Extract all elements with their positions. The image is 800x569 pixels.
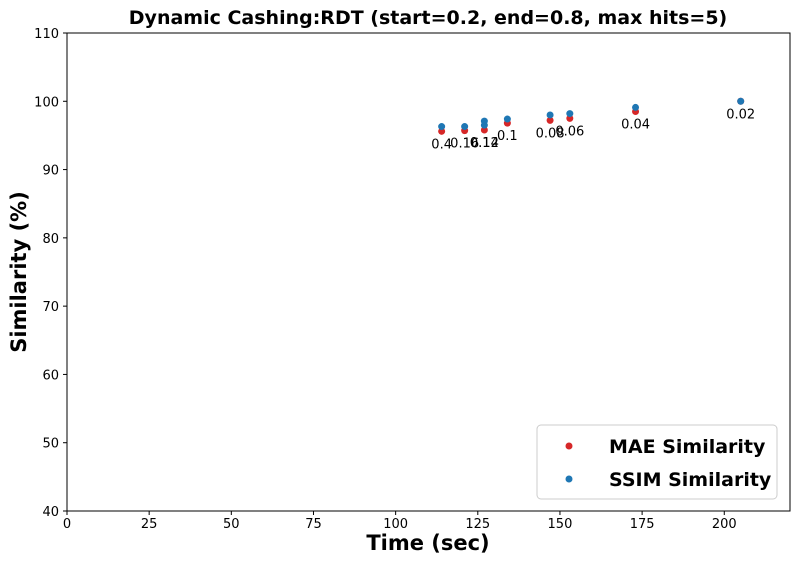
ssim-point [546, 111, 554, 119]
y-tick-label: 70 [42, 300, 59, 315]
chart-title: Dynamic Cashing:RDT (start=0.2, end=0.8,… [129, 7, 727, 29]
point-annotation: 0.02 [726, 107, 755, 122]
ssim-point [503, 115, 511, 123]
y-tick-label: 100 [34, 95, 59, 110]
point-annotation: 0.06 [555, 124, 584, 139]
x-tick-label: 150 [548, 517, 573, 532]
ssim-point [461, 123, 469, 131]
point-annotation: 0.04 [621, 118, 650, 133]
x-tick-label: 175 [630, 517, 655, 532]
x-tick-label: 50 [223, 517, 240, 532]
legend-label: MAE Similarity [609, 436, 766, 458]
ssim-point [480, 117, 488, 125]
legend-box [536, 424, 778, 500]
ssim-point [737, 97, 745, 105]
mae-point [546, 116, 554, 124]
point-annotation: 0.16 [450, 137, 479, 152]
x-axis-label: Time (sec) [366, 531, 489, 555]
ssim-point [566, 110, 574, 118]
y-tick-label: 40 [42, 505, 59, 520]
ssim-point [438, 123, 446, 131]
legend-marker [565, 475, 573, 483]
point-annotation: 0.12 [470, 136, 499, 151]
y-tick-label: 110 [34, 27, 59, 42]
point-annotation: 0.08 [536, 126, 565, 141]
ssim-point [632, 103, 640, 111]
y-tick-label: 80 [42, 232, 59, 247]
x-tick-label: 200 [712, 517, 737, 532]
point-annotation: 0.1 [497, 129, 518, 144]
legend-marker [565, 442, 573, 450]
legend-label: SSIM Similarity [609, 469, 772, 491]
x-tick-label: 75 [305, 517, 322, 532]
point-annotation: 0.14 [470, 136, 499, 151]
y-tick-label: 60 [42, 368, 59, 383]
y-tick-label: 50 [42, 437, 59, 452]
point-annotation: 0.4 [431, 137, 452, 152]
plot-area: 0 25 50 75 100 125 150 175 200 40 50 60 70 80 90 100 110… [34, 27, 791, 532]
x-tick-label: 100 [383, 517, 408, 532]
x-tick-label: 25 [141, 517, 158, 532]
plot-frame [66, 32, 791, 512]
x-tick-label: 125 [465, 517, 490, 532]
y-axis-label: Similarity (%) [7, 191, 31, 353]
y-tick-label: 90 [42, 164, 59, 179]
x-tick-label: 0 [63, 517, 71, 532]
